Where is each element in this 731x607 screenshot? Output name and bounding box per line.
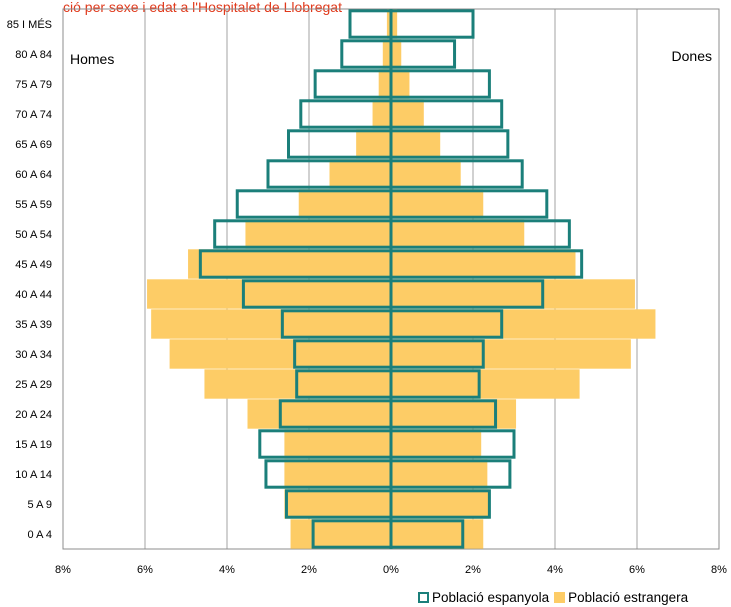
left-side-label: Homes bbox=[70, 51, 114, 67]
y-tick-label: 70 A 74 bbox=[15, 109, 52, 121]
legend-item-spanish: Població espanyola bbox=[418, 590, 549, 605]
bar-foreign-men bbox=[386, 9, 391, 39]
legend: Població espanyola Població estrangera bbox=[418, 590, 693, 605]
bar-foreign-men bbox=[378, 69, 391, 99]
legend-item-foreign: Població estrangera bbox=[554, 590, 688, 605]
y-tick-label: 30 A 34 bbox=[15, 349, 52, 361]
bar-foreign-women bbox=[391, 459, 488, 489]
bar-foreign-men bbox=[298, 189, 391, 219]
y-tick-label: 0 A 4 bbox=[28, 529, 52, 541]
y-tick-label: 5 A 9 bbox=[28, 499, 52, 511]
bar-foreign-women bbox=[391, 129, 441, 159]
bar-foreign-women bbox=[391, 189, 484, 219]
y-tick-label: 35 A 39 bbox=[15, 319, 52, 331]
x-tick-label: 8% bbox=[711, 564, 727, 576]
bar-foreign-men bbox=[356, 129, 391, 159]
x-tick-label: 8% bbox=[55, 564, 71, 576]
legend-swatch-foreign bbox=[554, 592, 566, 603]
bar-foreign-women bbox=[391, 369, 580, 399]
y-tick-label: 45 A 49 bbox=[15, 259, 52, 271]
bar-spanish-women bbox=[389, 9, 475, 39]
y-tick-label: 40 A 44 bbox=[15, 289, 52, 301]
bar-foreign-women bbox=[391, 279, 635, 309]
bar-foreign-women bbox=[391, 39, 402, 69]
y-tick-label: 20 A 24 bbox=[15, 409, 52, 421]
y-tick-label: 55 A 59 bbox=[15, 199, 52, 211]
legend-label-spanish: Població espanyola bbox=[432, 590, 550, 605]
bar-foreign-women bbox=[391, 159, 461, 189]
bar-foreign-men bbox=[284, 459, 391, 489]
y-tick-label: 50 A 54 bbox=[15, 229, 52, 241]
x-tick-label: 2% bbox=[301, 564, 317, 576]
bar-foreign-women bbox=[391, 219, 525, 249]
bar-foreign-men bbox=[329, 159, 391, 189]
bar-foreign-men bbox=[169, 339, 391, 369]
right-side-label: Dones bbox=[672, 48, 712, 64]
y-tick-label: 15 A 19 bbox=[15, 439, 52, 451]
y-tick-label: 60 A 64 bbox=[15, 169, 52, 181]
bar-foreign-men bbox=[382, 39, 391, 69]
x-tick-label: 4% bbox=[547, 564, 563, 576]
bar-foreign-women bbox=[391, 69, 410, 99]
bar-foreign-women bbox=[391, 339, 631, 369]
legend-swatch-spanish bbox=[418, 592, 429, 603]
y-tick-label: 85 I MÉS bbox=[7, 18, 52, 31]
bar-foreign-men bbox=[147, 279, 391, 309]
bar-foreign-women bbox=[391, 99, 424, 129]
bar-spanish-men bbox=[348, 9, 393, 39]
y-tick-label: 75 A 79 bbox=[15, 79, 52, 91]
x-tick-label: 6% bbox=[137, 564, 153, 576]
x-tick-label: 4% bbox=[219, 564, 235, 576]
bar-foreign-women bbox=[391, 309, 656, 339]
bar-foreign-women bbox=[391, 9, 398, 39]
bar-foreign-men bbox=[284, 429, 391, 459]
x-tick-label: 0% bbox=[383, 564, 399, 576]
chart-title: ció per sexe i edat a l'Hospitalet de Ll… bbox=[63, 0, 342, 15]
x-tick-label: 6% bbox=[629, 564, 645, 576]
bar-foreign-women bbox=[391, 399, 517, 429]
y-tick-label: 10 A 14 bbox=[15, 469, 52, 481]
bar-foreign-men bbox=[247, 399, 391, 429]
chart-svg: ció per sexe i edat a l'Hospitalet de Ll… bbox=[7, 0, 727, 576]
y-tick-label: 65 A 69 bbox=[15, 139, 52, 151]
bar-foreign-women bbox=[391, 249, 576, 279]
x-tick-label: 2% bbox=[465, 564, 481, 576]
bar-foreign-men bbox=[188, 249, 391, 279]
bar-foreign-women bbox=[391, 429, 482, 459]
y-tick-label: 80 A 84 bbox=[15, 49, 52, 61]
legend-label-foreign: Població estrangera bbox=[568, 590, 689, 605]
y-tick-label: 25 A 29 bbox=[15, 379, 52, 391]
bar-foreign-men bbox=[372, 99, 391, 129]
bar-foreign-men bbox=[284, 489, 391, 519]
bar-foreign-men bbox=[151, 309, 391, 339]
bar-foreign-women bbox=[391, 519, 484, 549]
bar-foreign-men bbox=[290, 519, 391, 549]
bar-foreign-women bbox=[391, 489, 490, 519]
bar-foreign-men bbox=[245, 219, 391, 249]
